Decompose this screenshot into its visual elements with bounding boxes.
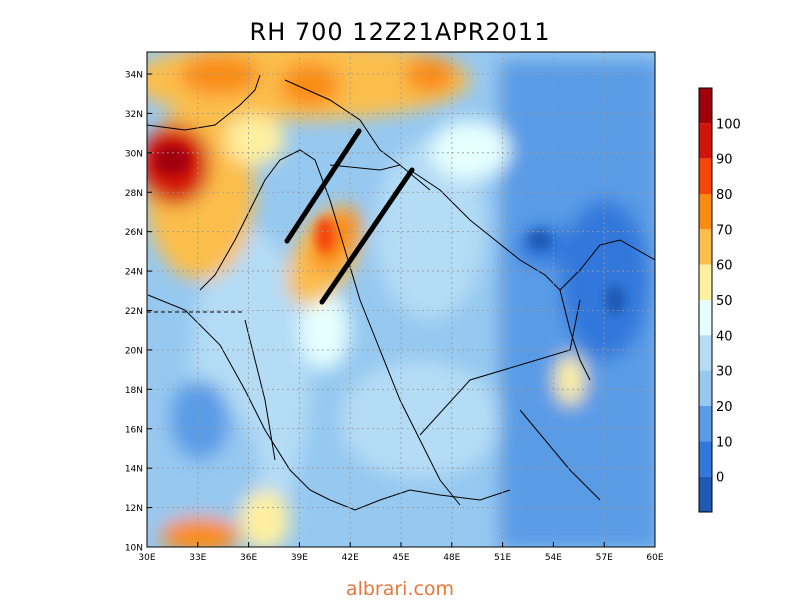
colorbar-swatch	[699, 441, 712, 477]
annotation-lines	[284, 128, 415, 305]
axes: 30E 33E 36E 39E 42E 45E 48E 51E 54E 57E 60E 10N 12N 1…	[125, 71, 664, 564]
lon-tick-label: 30E	[138, 553, 155, 563]
colorbar-label: 20	[716, 400, 733, 415]
colorbar-swatch	[699, 123, 712, 159]
credit-text: albrari.com	[345, 578, 455, 600]
colorbar-label: 100	[716, 117, 741, 132]
lon-tick-label: 45E	[392, 553, 409, 563]
lat-tick-label: 22N	[125, 307, 143, 317]
colorbar-swatch	[699, 194, 712, 230]
colorbar-swatch	[699, 158, 712, 194]
colorbar-swatch	[699, 406, 712, 442]
coastlines	[147, 74, 655, 511]
colorbar-swatch	[699, 370, 712, 406]
colorbar-swatch	[699, 229, 712, 265]
colorbar-label: 30	[716, 365, 733, 380]
colorbar-label: 90	[716, 153, 733, 168]
annotation-line-2	[319, 167, 415, 305]
annotation-line-1	[284, 128, 362, 244]
lat-tick-label: 18N	[125, 386, 143, 396]
colorbar-label: 40	[716, 329, 733, 344]
lon-tick-label: 39E	[291, 553, 308, 563]
colorbar-swatch	[699, 88, 712, 124]
lat-tick-label: 30N	[125, 149, 143, 159]
lat-tick-label: 10N	[125, 544, 143, 554]
colorbar-frame	[698, 87, 713, 513]
colorbar-swatch	[699, 300, 712, 336]
colorbar-label: 50	[716, 294, 733, 309]
colorbar-label: 80	[716, 188, 733, 203]
lat-tick-label: 26N	[125, 228, 143, 238]
lon-tick-label: 60E	[646, 553, 663, 563]
lat-tick-label: 20N	[125, 346, 143, 356]
lat-tick-label: 24N	[125, 268, 143, 278]
rh-field	[147, 52, 655, 547]
lon-tick-label: 51E	[494, 553, 511, 563]
colorbar-label: 0	[716, 471, 724, 486]
colorbar-swatch	[699, 335, 712, 371]
lon-tick-label: 54E	[545, 553, 562, 563]
map-title: RH 700 12Z21APR2011	[249, 18, 551, 46]
lat-tick-label: 28N	[125, 189, 143, 199]
colorbar-swatch	[699, 264, 712, 300]
lat-tick-label: 12N	[125, 504, 143, 514]
lon-tick-label: 57E	[596, 553, 613, 563]
colorbar-swatch	[699, 476, 712, 512]
lon-tick-label: 48E	[443, 553, 460, 563]
lat-tick-label: 32N	[125, 110, 143, 120]
lon-tick-label: 36E	[240, 553, 257, 563]
colorbar-label: 70	[716, 223, 733, 238]
colorbar-label: 60	[716, 259, 733, 274]
lat-tick-label: 34N	[125, 71, 143, 81]
lon-tick-label: 42E	[342, 553, 359, 563]
lat-tick-label: 14N	[125, 465, 143, 475]
colorbar-label: 10	[716, 435, 733, 450]
lon-tick-label: 33E	[189, 553, 206, 563]
lat-tick-label: 16N	[125, 425, 143, 435]
